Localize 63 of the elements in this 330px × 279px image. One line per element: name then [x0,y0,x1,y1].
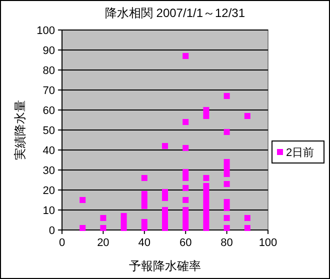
x-tick-label: 80 [220,237,233,249]
x-tick-label: 100 [258,237,278,249]
point [224,181,230,187]
point [203,113,210,119]
x-axis-title: 予報降水確率 [129,259,201,273]
point [141,203,148,209]
point [120,225,127,231]
y-tick-label: 90 [42,45,55,57]
point [182,175,189,181]
point [203,107,210,113]
point [224,205,230,211]
y-tick-label: 100 [36,25,55,37]
point [182,53,189,59]
point [182,119,189,125]
point [182,207,189,213]
point [244,215,250,221]
point [182,197,189,203]
point [80,197,86,203]
y-tick-label: 30 [42,165,55,177]
point [182,169,189,175]
point [224,93,230,99]
point [203,175,210,181]
point [141,191,148,197]
y-axis-title: 実績降水量 [13,100,27,160]
x-tick-label: 0 [58,237,66,249]
point [182,225,189,231]
point [224,171,230,177]
y-tick-label: 20 [42,185,55,197]
point [162,225,168,231]
chart-title: 降水相関 2007/1/1～12/31 [104,6,246,20]
point [182,145,189,151]
point [224,199,230,205]
point [100,225,106,231]
y-tick-label: 10 [42,205,55,217]
point [141,219,148,225]
legend-label: 2日前 [286,147,314,159]
point [80,225,86,231]
point [100,215,106,221]
point [224,129,230,135]
y-tick-label: 70 [42,85,55,97]
y-tick-label: 60 [42,105,55,117]
point [203,225,210,231]
point [224,225,230,231]
y-tick-label: 50 [42,125,55,137]
point [162,189,168,195]
y-tick-label: 40 [42,145,55,157]
point [162,207,168,213]
point [141,175,148,181]
point [203,183,210,189]
point [224,159,230,165]
point [182,185,189,191]
point [244,225,250,231]
point [162,195,168,201]
y-tick-label: 0 [48,225,55,237]
x-tick-label: 40 [138,237,151,249]
y-tick-label: 80 [42,65,55,77]
x-tick-label: 60 [179,237,192,249]
point [120,213,127,219]
x-tick-label: 20 [97,237,110,249]
point [244,113,250,119]
point [162,143,168,149]
point [224,215,230,221]
point [141,225,148,231]
